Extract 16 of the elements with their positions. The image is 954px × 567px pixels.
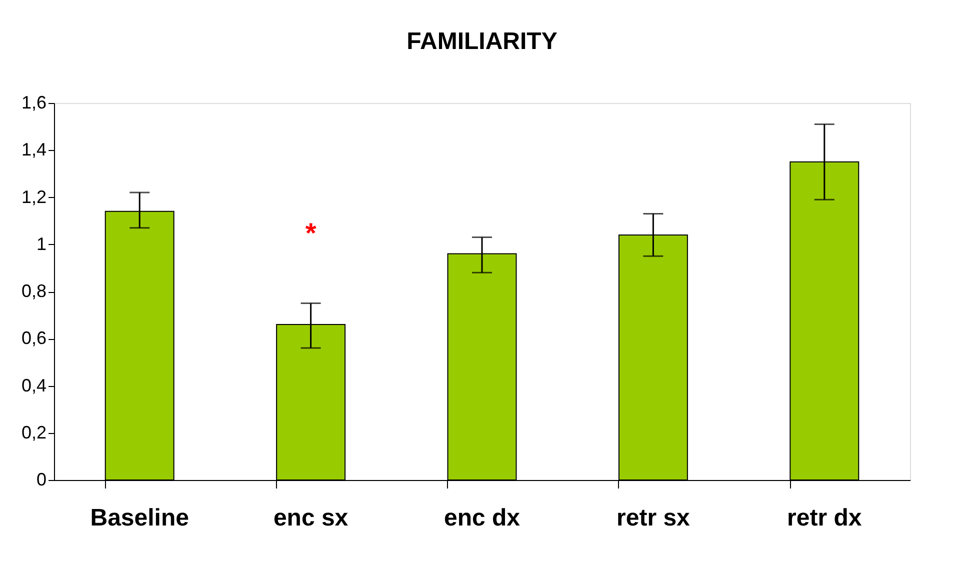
x-tick-label: Baseline <box>90 504 189 532</box>
y-tick-label: 1,6 <box>21 92 46 112</box>
x-tick-label: enc dx <box>444 504 521 532</box>
y-tick-label: 0 <box>36 470 46 490</box>
y-tick-label: 0,2 <box>21 422 46 442</box>
chart-title: FAMILIARITY <box>406 28 558 55</box>
y-tick-label: 1,4 <box>21 140 46 160</box>
x-tick-label: enc sx <box>273 504 349 532</box>
x-tick-label: retr sx <box>616 504 691 532</box>
y-tick-label: 0,4 <box>21 375 46 396</box>
y-tick-label: 1 <box>36 234 46 254</box>
y-tick-label: 0,8 <box>21 281 46 301</box>
y-tick-label: 1,2 <box>21 186 46 207</box>
y-tick-label: 0,6 <box>21 328 46 348</box>
annotation: * <box>305 217 316 248</box>
x-tick-label: retr dx <box>787 504 862 532</box>
